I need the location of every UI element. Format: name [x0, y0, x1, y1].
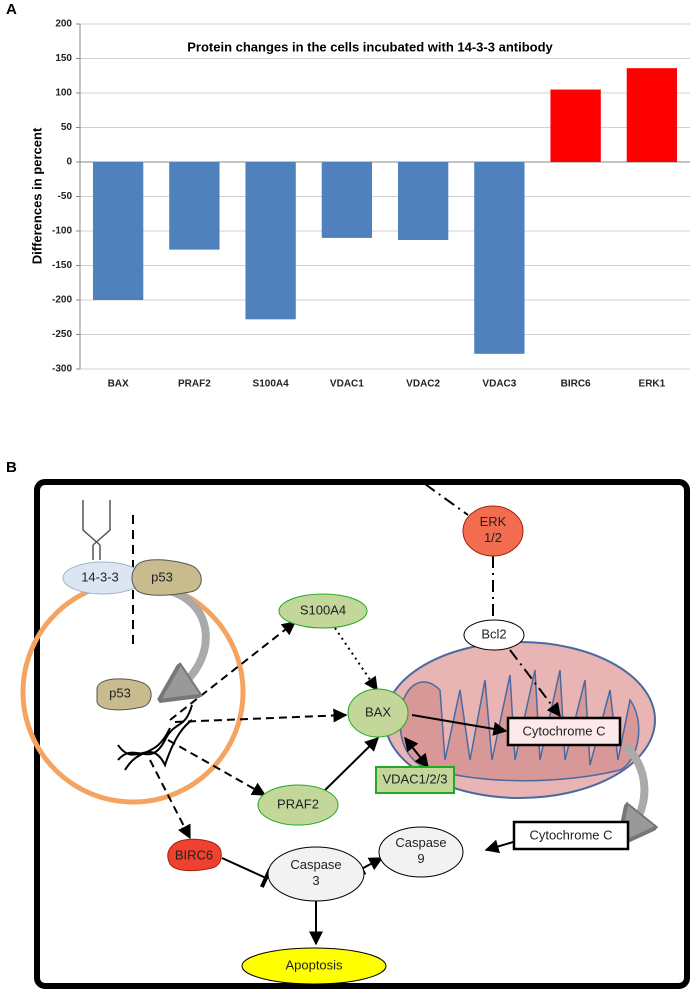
y-tick-label: -300 [52, 364, 72, 375]
node-label: BIRC6 [175, 847, 213, 862]
node [96, 678, 152, 711]
node-label: Apoptosis [285, 957, 343, 972]
x-tick-label: VDAC1 [330, 379, 364, 390]
node-label-line: ERK [480, 514, 507, 529]
y-tick-label: 0 [66, 157, 72, 168]
y-tick-label: -150 [52, 260, 72, 271]
node-label-line: 3 [312, 873, 319, 888]
bar-chart: Differences in percent -300 -250 -200 -150 -… [29, 19, 690, 390]
frame [34, 479, 690, 989]
y-tick-label: -50 [58, 191, 73, 202]
node-label: Cytochrome C [522, 723, 605, 738]
node [506, 716, 622, 747]
arrow [167, 739, 267, 796]
node-label: S100A4 [300, 602, 346, 617]
y-tick-label: 50 [61, 122, 73, 133]
x-tick-label: PRAF2 [178, 379, 211, 390]
y-tick-label: 200 [55, 19, 72, 30]
dna [117, 704, 193, 771]
bar [321, 162, 373, 238]
arrow [149, 759, 191, 840]
node [241, 947, 387, 985]
y-axis-label: Differences in percent [29, 127, 44, 264]
link [424, 483, 469, 516]
bar [474, 162, 525, 354]
node [131, 559, 202, 596]
node-label: VDAC1/2/3 [382, 771, 447, 786]
antibody [82, 500, 111, 560]
bar [397, 162, 449, 240]
x-tick-label: ERK1 [639, 379, 666, 390]
node-label-line: Caspase [290, 857, 341, 872]
node-label: Caspase 3 [290, 857, 341, 888]
bar [245, 162, 296, 320]
release-arrow [625, 742, 644, 830]
node [278, 593, 368, 629]
y-tick-label: -200 [52, 295, 72, 306]
x-tick-label: BAX [108, 379, 129, 390]
node-label-line: 9 [417, 851, 424, 866]
node-label: p53 [151, 569, 173, 584]
bar [626, 68, 678, 162]
link [509, 649, 561, 718]
x-tick-label: BIRC6 [561, 379, 591, 390]
arrow [404, 736, 429, 769]
node-label-line: Caspase [395, 835, 446, 850]
node-label-line: 1/2 [484, 530, 502, 545]
y-tick-label: -100 [52, 226, 72, 237]
node-label: Bcl2 [481, 626, 506, 641]
arrow [169, 621, 297, 721]
node [512, 820, 630, 851]
arrow [334, 627, 378, 692]
panel-label: A [6, 1, 17, 18]
x-tick-label: VDAC3 [482, 379, 516, 390]
node [167, 838, 222, 872]
y-tick-label: 150 [55, 53, 72, 64]
node-label: ERK 1/2 [480, 514, 507, 545]
node-label: Cytochrome C [529, 827, 612, 842]
node-label: p53 [109, 685, 131, 700]
node [463, 619, 525, 651]
node [257, 784, 339, 826]
node [375, 766, 455, 794]
y-tick-label: -250 [52, 329, 72, 340]
bar [550, 89, 601, 162]
chart-title: Protein changes in the cells incubated w… [187, 39, 553, 54]
x-tick-label: VDAC2 [406, 379, 440, 390]
panel-label: B [6, 459, 17, 476]
y-tick-label: 100 [55, 88, 72, 99]
node-label: BAX [365, 704, 391, 719]
node-label: 14-3-3 [81, 569, 119, 584]
x-tick-label: S100A4 [253, 379, 290, 390]
node [347, 688, 409, 738]
bar [92, 162, 144, 300]
node [267, 846, 365, 902]
inhibition [221, 857, 272, 888]
arrow [174, 708, 348, 723]
bar [169, 162, 220, 250]
arrow [319, 737, 379, 796]
node [462, 505, 524, 557]
node-label: PRAF2 [277, 796, 319, 811]
node-label: Caspase 9 [395, 835, 446, 866]
translocation-arrow [165, 586, 210, 690]
pathway-diagram: 14-3-3 p53 p53 S100A4 BAX PRAF2 VDAC1/2/… [20, 479, 690, 989]
arrow [411, 714, 508, 736]
node [378, 826, 464, 878]
